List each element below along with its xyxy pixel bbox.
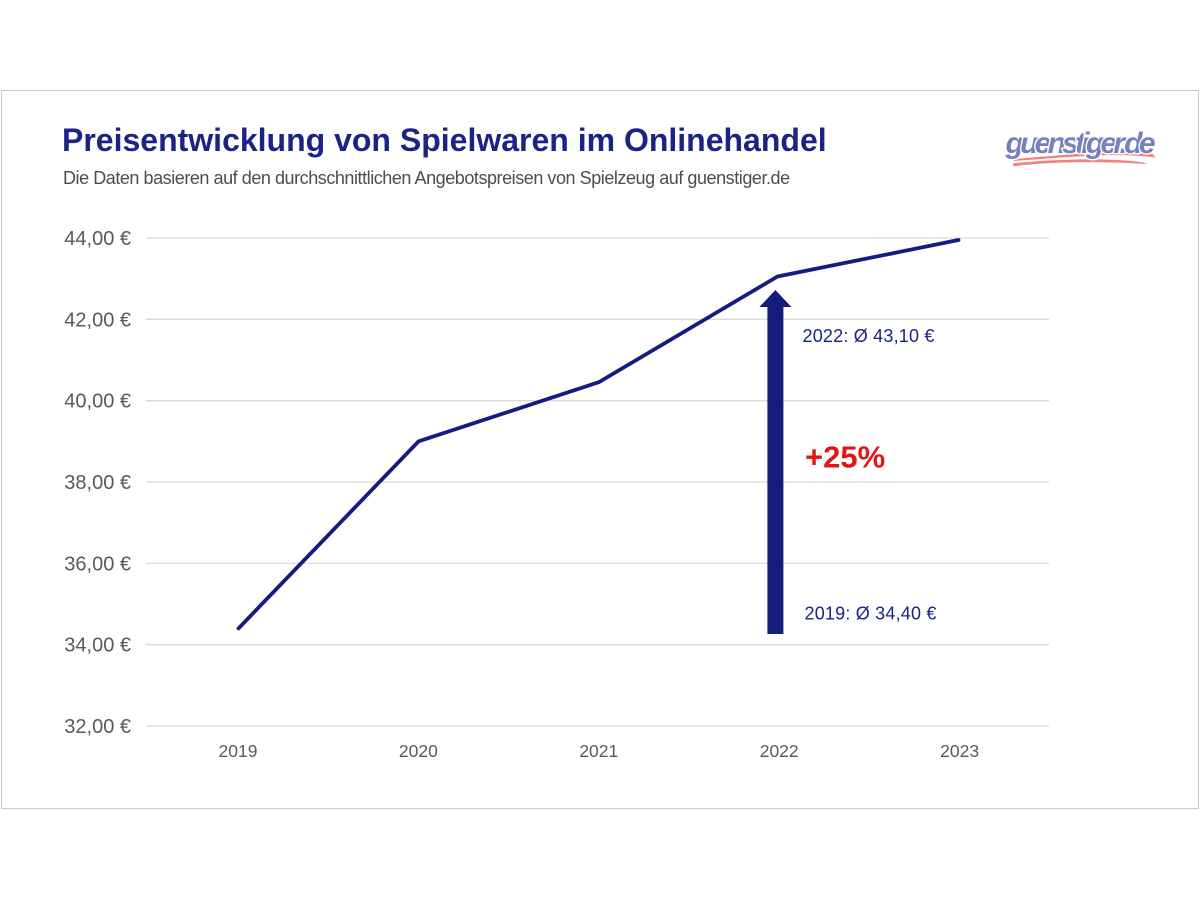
svg-text:38,00 €: 38,00 € [64, 472, 131, 494]
svg-text:32,00 €: 32,00 € [64, 716, 131, 738]
svg-text:42,00 €: 42,00 € [64, 309, 131, 331]
svg-text:2019: 2019 [219, 741, 258, 761]
svg-text:36,00 €: 36,00 € [64, 553, 131, 575]
svg-text:2021: 2021 [579, 741, 618, 761]
svg-text:guenstiger.de: guenstiger.de [1005, 127, 1156, 160]
svg-text:40,00 €: 40,00 € [64, 391, 131, 413]
svg-text:2019: Ø 34,40 €: 2019: Ø 34,40 € [805, 604, 937, 624]
svg-text:2022: Ø 43,10 €: 2022: Ø 43,10 € [803, 326, 935, 346]
svg-text:+25%: +25% [805, 440, 885, 475]
svg-text:2022: 2022 [760, 741, 799, 761]
svg-text:2020: 2020 [399, 741, 438, 761]
svg-text:44,00 €: 44,00 € [64, 228, 131, 250]
svg-text:2023: 2023 [940, 741, 979, 761]
svg-text:34,00 €: 34,00 € [64, 635, 131, 657]
